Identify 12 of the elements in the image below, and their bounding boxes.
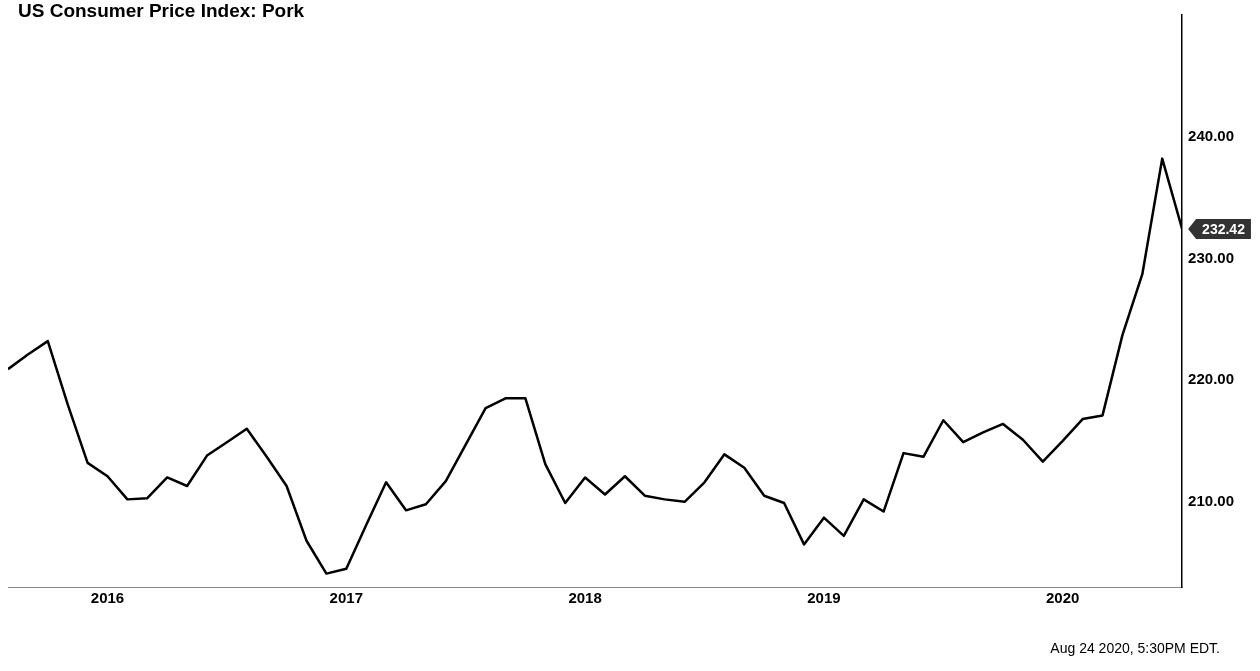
x-tick-label: 2019 [807, 589, 841, 607]
chart-title: US Consumer Price Index: Pork [18, 0, 305, 22]
x-tick-label: 2018 [568, 589, 602, 607]
text: Aug 24 2020, 5:30PM EDT. [1050, 640, 1220, 656]
x-tick-label: 2016 [90, 589, 125, 607]
x-tick-label: 2020 [1046, 589, 1080, 607]
annotation: 232.42 [1202, 220, 1246, 237]
y-tick-label: 220.00 [1188, 370, 1235, 388]
y-tick-label: 240.00 [1188, 126, 1235, 144]
y-tick-label: 230.00 [1188, 248, 1235, 266]
y-tick-label: 210.00 [1188, 491, 1235, 509]
x-tick-label: 2017 [329, 589, 363, 607]
